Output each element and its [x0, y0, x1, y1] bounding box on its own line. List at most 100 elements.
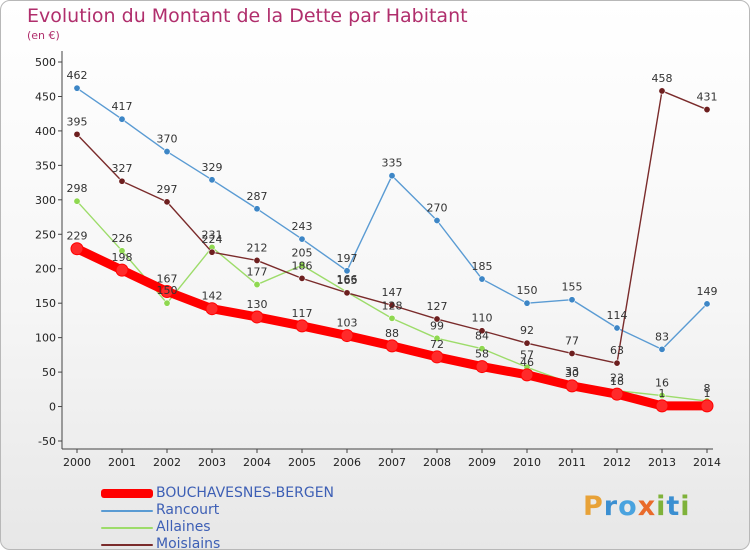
data-point	[160, 284, 174, 298]
data-point	[163, 198, 171, 206]
data-label: 23	[610, 372, 624, 385]
y-tick-label: 300	[35, 194, 56, 207]
data-point	[703, 106, 711, 114]
data-point	[343, 289, 351, 297]
legend-swatch	[101, 489, 153, 498]
chart-subtitle: (en €)	[27, 29, 60, 42]
data-point	[388, 301, 396, 309]
x-tick-label: 2012	[603, 456, 631, 469]
data-point	[613, 359, 621, 367]
data-label: 165	[337, 274, 358, 287]
data-label: 1	[659, 387, 666, 400]
data-label: 270	[427, 201, 448, 214]
y-tick-label: 350	[35, 159, 56, 172]
data-point	[478, 327, 486, 335]
data-label: 88	[385, 327, 399, 340]
data-label: 212	[247, 241, 268, 254]
x-tick-label: 2002	[153, 456, 181, 469]
data-label: 186	[292, 259, 313, 272]
legend-swatch	[101, 543, 153, 546]
x-tick-label: 2011	[558, 456, 586, 469]
data-label: 458	[652, 72, 673, 85]
data-point	[205, 302, 219, 316]
legend-item: Moislains	[101, 536, 334, 550]
x-tick-label: 2008	[423, 456, 451, 469]
data-point	[565, 379, 579, 393]
data-point	[388, 314, 396, 322]
legend-label: Moislains	[156, 536, 221, 550]
data-point	[568, 296, 576, 304]
data-point	[298, 274, 306, 282]
data-label: 147	[382, 286, 403, 299]
data-point	[430, 350, 444, 364]
legend-label: Rancourt	[156, 502, 220, 518]
y-tick-label: 200	[35, 263, 56, 276]
data-point	[253, 281, 261, 289]
y-tick-label: 0	[49, 401, 56, 414]
data-label: 417	[112, 100, 133, 113]
x-tick-label: 2000	[63, 456, 91, 469]
data-point	[163, 148, 171, 156]
x-tick-label: 2007	[378, 456, 406, 469]
data-label: 99	[430, 319, 444, 332]
legend-item: Rancourt	[101, 502, 334, 519]
y-tick-label: 400	[35, 125, 56, 138]
data-label: 110	[472, 312, 493, 325]
data-label: 72	[430, 338, 444, 351]
data-point	[433, 216, 441, 224]
data-label: 130	[247, 298, 268, 311]
x-tick-label: 2009	[468, 456, 496, 469]
data-label: 370	[157, 133, 178, 146]
x-tick-label: 2005	[288, 456, 316, 469]
legend-swatch	[101, 509, 153, 512]
data-label: 167	[157, 272, 178, 285]
x-tick-label: 2014	[693, 456, 721, 469]
legend-label: BOUCHAVESNES-BERGEN	[156, 485, 335, 501]
data-label: 128	[382, 299, 403, 312]
data-label: 327	[112, 162, 133, 175]
data-label: 155	[562, 281, 583, 294]
data-point	[568, 349, 576, 357]
data-label: 149	[697, 285, 718, 298]
data-label: 166	[337, 273, 358, 286]
data-point	[613, 324, 621, 332]
data-point	[433, 315, 441, 323]
data-label: 8	[704, 382, 711, 395]
data-point	[478, 275, 486, 283]
data-point	[250, 310, 264, 324]
data-label: 84	[475, 330, 489, 343]
data-label: 127	[427, 300, 448, 313]
data-label: 77	[565, 334, 579, 347]
x-tick-label: 2004	[243, 456, 271, 469]
data-label: 18	[610, 375, 624, 388]
data-label: 431	[697, 91, 718, 104]
data-label: 16	[655, 377, 669, 390]
data-label: 30	[565, 367, 579, 380]
chart-legend: BOUCHAVESNES-BERGEN Rancourt Allaines Moisl…	[101, 485, 334, 550]
y-tick-label: 450	[35, 90, 56, 103]
data-point	[658, 87, 666, 95]
data-point	[385, 339, 399, 353]
x-tick-label: 2003	[198, 456, 226, 469]
data-label: 150	[157, 284, 178, 297]
legend-item: BOUCHAVESNES-BERGEN	[101, 485, 334, 502]
x-tick-label: 2006	[333, 456, 361, 469]
data-point	[658, 345, 666, 353]
data-point	[208, 176, 216, 184]
data-label: 231	[202, 228, 223, 241]
data-point	[523, 339, 531, 347]
data-point	[388, 172, 396, 180]
proxiti-logo: Proxiti	[583, 491, 691, 522]
data-point	[118, 177, 126, 185]
data-label: 177	[247, 266, 268, 279]
data-label: 462	[67, 69, 88, 82]
data-point	[523, 299, 531, 307]
data-point	[118, 247, 126, 255]
legend-label: Allaines	[156, 519, 211, 535]
data-label: 335	[382, 157, 403, 170]
data-label: 83	[655, 330, 669, 343]
data-label: 63	[610, 344, 624, 357]
data-label: 229	[67, 230, 88, 243]
data-label: 117	[292, 307, 313, 320]
